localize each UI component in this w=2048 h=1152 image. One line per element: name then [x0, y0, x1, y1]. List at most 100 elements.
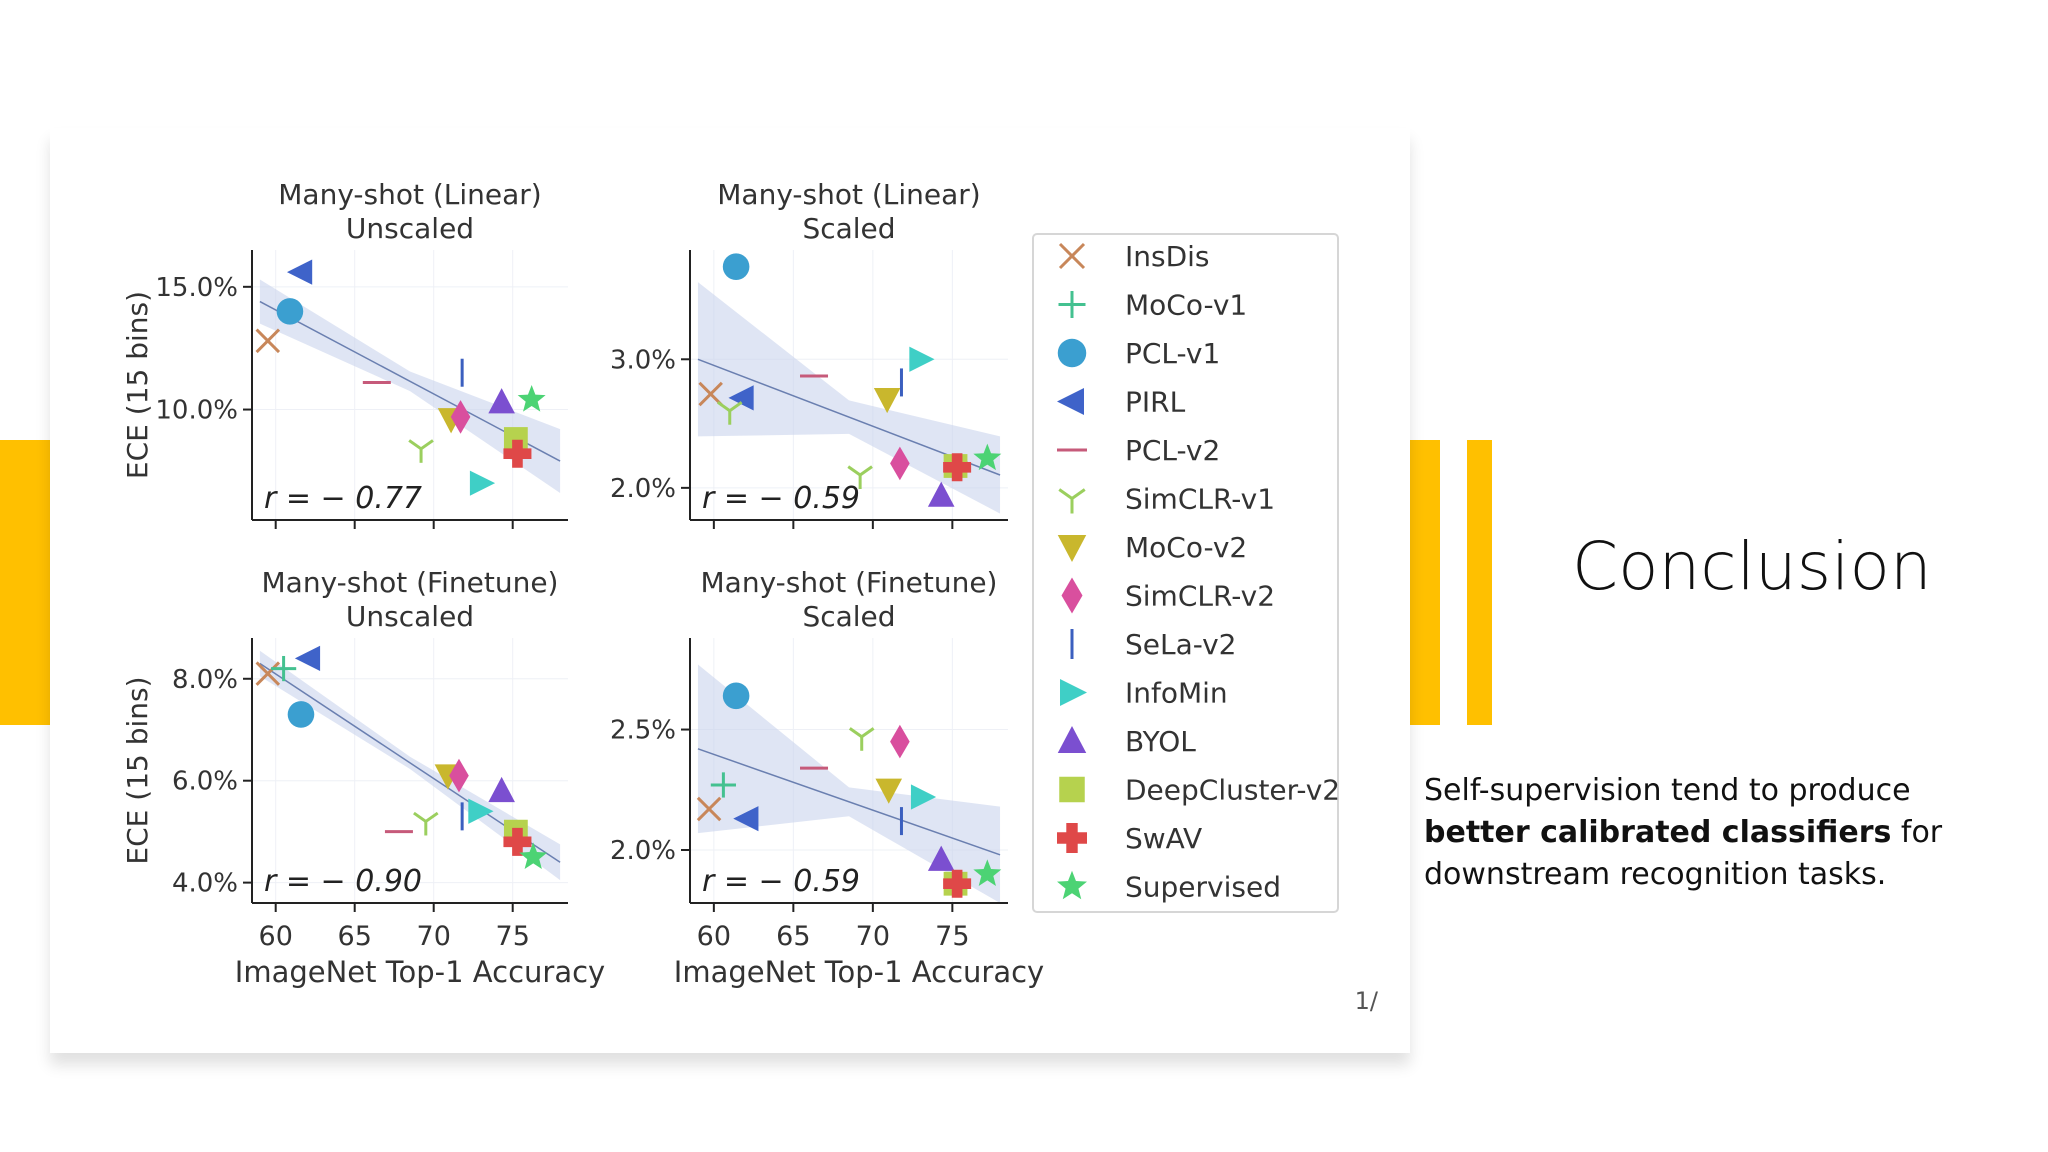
point-simclr-v2 — [890, 446, 910, 481]
legend-label: BYOL — [1125, 725, 1196, 758]
legend-label: MoCo-v2 — [1125, 531, 1247, 564]
confidence-band — [697, 282, 1001, 514]
legend-marker-supervised — [1057, 870, 1087, 900]
point-simclr-v1 — [860, 727, 875, 738]
confidence-band — [697, 664, 1001, 903]
point-pcl-v1 — [287, 701, 315, 728]
accent-bar-right-outer — [1410, 440, 1440, 725]
subplot-1: 10.0% 15.0% Many-shot (Linear)Unscaled r = … — [121, 178, 568, 529]
point-supervised — [973, 443, 1002, 471]
y-tick-label: 15.0% — [155, 273, 238, 303]
point-simclr-v1 — [413, 811, 427, 823]
subplot-3: 60 65 70 75 4.0% 6.0% 8.0% Many-shot (Finetune)… — [121, 566, 605, 989]
x-axis-label: ImageNet Top-1 Accuracy — [674, 955, 1044, 989]
subplot-title: Many-shot (Linear) — [717, 178, 980, 211]
legend-marker-moco-v2 — [1057, 535, 1087, 562]
legend-label: PCL-v1 — [1125, 337, 1220, 370]
x-axis-label: ImageNet Top-1 Accuracy — [235, 955, 605, 989]
x-tick-label: 75 — [496, 921, 530, 952]
legend-label: PCL-v2 — [1125, 434, 1220, 467]
legend-label: Supervised — [1125, 871, 1281, 904]
body-text-start: Self-supervision tend to produce — [1424, 773, 1911, 808]
point-swav — [503, 439, 532, 468]
point-byol — [488, 776, 515, 803]
point-insdis — [255, 328, 281, 354]
point-simclr-v1 — [420, 439, 434, 451]
point-byol — [488, 388, 515, 414]
figure-page-number: 1/ — [1355, 987, 1379, 1015]
figure-panel: 10.0% 15.0% Many-shot (Linear) Unscaled r = … — [50, 128, 1410, 1053]
y-tick-label: 6.0% — [172, 767, 238, 797]
x-tick-label: 75 — [935, 921, 969, 952]
x-tick-label: 60 — [697, 921, 731, 952]
point-simclr-v1 — [848, 727, 863, 738]
point-simclr-v1 — [408, 439, 422, 451]
point-supervised — [973, 859, 1002, 886]
x-tick-label: 70 — [856, 921, 890, 952]
subplot-title: Many-shot (Finetune) — [262, 566, 559, 599]
legend-box — [1032, 233, 1339, 913]
point-moco-v2 — [875, 778, 903, 804]
regression-line — [697, 748, 1001, 856]
point-swav — [943, 869, 972, 898]
legend-item: BYOL — [1057, 725, 1196, 758]
point-swav — [943, 453, 972, 482]
accent-bar-left — [0, 440, 50, 725]
body-text-end: for downstream recognition tasks. — [1424, 815, 1943, 892]
correlation-label: r = − 0.59 — [702, 864, 860, 899]
legend-marker-pirl — [1057, 388, 1084, 415]
legend-item: MoCo-v2 — [1057, 531, 1247, 564]
subplot-subtitle: Unscaled — [346, 600, 474, 633]
legend-item: SwAV — [1057, 822, 1202, 855]
point-pcl-v1 — [722, 682, 750, 710]
confidence-band — [259, 650, 561, 881]
point-insdis — [698, 381, 723, 407]
point-infomin — [469, 470, 496, 496]
point-pcl-v1 — [276, 298, 304, 325]
legend-label: SwAV — [1125, 822, 1202, 855]
legend-label: MoCo-v1 — [1125, 289, 1247, 322]
legend-item: InfoMin — [1060, 677, 1228, 710]
point-simclr-v1 — [859, 465, 873, 477]
point-simclr-v1 — [716, 401, 731, 412]
legend-item: SimCLR-v2 — [1061, 577, 1275, 614]
legend-marker-simclr-v1 — [1058, 488, 1073, 500]
point-pirl — [294, 645, 321, 671]
point-insdis — [255, 661, 281, 686]
point-infomin — [910, 784, 937, 810]
y-tick-label: 3.0% — [610, 345, 676, 375]
x-tick-label: 65 — [338, 921, 372, 952]
legend-marker-infomin — [1060, 679, 1087, 706]
subplot-subtitle: Scaled — [802, 212, 895, 245]
point-byol — [927, 845, 955, 871]
x-tick-label: 65 — [776, 921, 810, 952]
point-swav — [503, 827, 532, 856]
slide-title: Conclusion — [1572, 528, 1932, 605]
legend-item: DeepCluster-v2 — [1059, 774, 1340, 807]
x-tick-label: 70 — [417, 921, 451, 952]
legend-marker-byol — [1057, 726, 1087, 753]
point-byol — [927, 481, 955, 507]
legend-item: PIRL — [1057, 386, 1186, 419]
subplot-subtitle: Unscaled — [346, 212, 474, 245]
legend-marker-swav — [1057, 823, 1087, 853]
slide-body-text: Self-supervision tend to produce better … — [1424, 770, 2024, 896]
legend-item: PCL-v2 — [1057, 434, 1220, 467]
point-insdis — [696, 796, 722, 822]
legend-item: SimCLR-v1 — [1058, 483, 1275, 516]
correlation-label: r = − 0.59 — [702, 481, 860, 516]
subplot-subtitle: Scaled — [802, 600, 895, 633]
y-tick-label: 4.0% — [172, 869, 238, 899]
legend-marker-deepcluster-v2 — [1059, 776, 1085, 803]
point-moco-v2 — [873, 387, 901, 414]
point-infomin — [468, 798, 494, 824]
legend-marker-simclr-v2 — [1061, 577, 1083, 614]
x-tick-label: 60 — [259, 921, 293, 952]
legend-label: DeepCluster-v2 — [1125, 774, 1340, 807]
subplot-title: Many-shot (Linear) — [278, 178, 541, 211]
subplot-title: Many-shot (Finetune) — [701, 566, 998, 599]
legend-label: SimCLR-v2 — [1125, 580, 1275, 613]
legend-item: PCL-v1 — [1057, 337, 1220, 370]
point-supervised — [517, 385, 546, 412]
y-tick-label: 2.0% — [610, 474, 676, 504]
